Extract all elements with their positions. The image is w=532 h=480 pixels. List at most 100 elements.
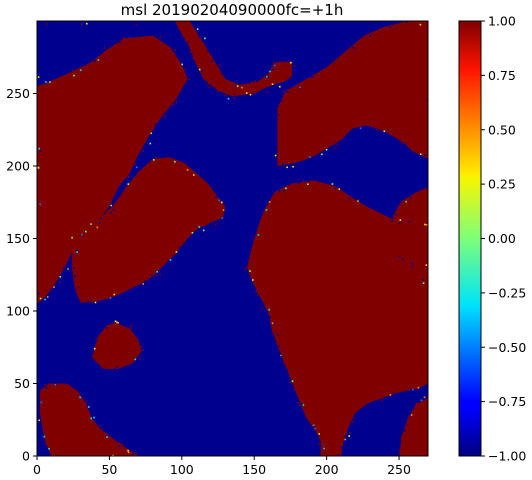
speckle-403 [405,200,407,203]
speckle-286 [261,213,264,215]
speckle-17 [207,86,209,88]
speckle-327 [381,397,384,400]
speckle-178 [215,223,217,226]
speckle-266 [341,137,343,140]
speckle-260 [387,129,389,132]
speckle-496 [410,414,413,416]
speckle-315 [430,324,432,326]
speckle-371 [271,331,274,333]
speckle-106 [154,123,157,126]
speckle-81 [107,49,109,52]
speckle-316 [430,265,432,267]
speckle-428 [93,416,95,419]
speckle-330 [357,408,360,411]
speckle-307 [399,219,402,221]
speckle-70 [37,167,40,169]
speckle-159 [174,160,176,163]
speckle-138 [39,297,42,300]
speckle-478 [121,369,123,371]
speckle-406 [395,214,398,216]
speckle-500 [405,425,408,427]
speckle-210 [76,292,79,294]
speckle-262 [355,130,358,132]
speckle-202 [109,297,112,299]
speckle-400 [424,186,426,189]
speckle-41 [275,61,278,63]
speckle-235 [354,47,357,50]
speckle-368 [279,351,281,354]
speckle-108 [144,144,146,147]
speckle-79 [84,63,86,66]
speckle-13 [201,70,204,72]
chart-title: msl 20190204090000fc=+1h [121,1,344,19]
speckle-205 [94,301,97,304]
speckle-280 [251,255,253,257]
speckle-310 [402,221,404,223]
region-4 [247,180,428,456]
colorbar-tick-label-6: −0.50 [488,340,526,355]
speckle-292 [297,181,300,184]
speckle-394 [422,279,424,281]
speckle-92 [163,42,166,44]
speckle-269 [336,143,339,146]
speckle-443 [132,453,134,455]
speckle-309 [408,221,410,223]
x-tick-label-100: 100 [170,462,194,477]
speckle-451 [42,438,44,440]
speckle-25 [268,85,271,87]
speckle-339 [344,438,346,441]
speckle-226 [286,91,289,93]
speckle-15 [207,82,210,85]
speckle-116 [120,183,123,185]
speckle-196 [147,279,150,281]
speckle-158 [155,157,157,159]
speckle-212 [77,286,79,289]
speckle-438 [121,443,124,445]
speckle-12 [198,68,201,71]
speckle-134 [59,276,62,278]
speckle-293 [307,183,309,185]
speckle-121 [100,217,102,219]
speckle-477 [124,366,126,369]
speckle-189 [174,253,176,256]
speckle-223 [276,107,278,109]
speckle-96 [188,78,191,81]
speckle-49 [235,84,238,87]
speckle-356 [302,404,305,406]
speckle-433 [106,436,108,439]
speckle-383 [251,280,253,282]
speckle-65 [80,23,83,25]
speckle-487 [420,459,422,461]
speckle-344 [337,454,340,456]
speckle-305 [372,206,374,208]
y-tick-label-50: 50 [14,376,30,391]
speckle-27 [279,85,281,88]
speckle-256 [394,140,397,143]
speckle-300 [366,208,368,210]
speckle-407 [398,204,400,207]
speckle-77 [49,81,51,83]
speckle-349 [318,433,320,435]
speckle-162 [193,174,195,176]
speckle-372 [271,322,274,324]
region-8 [399,398,428,456]
speckle-169 [215,189,217,191]
speckle-175 [222,209,225,211]
speckle-469 [131,331,133,334]
speckle-278 [286,166,288,169]
speckle-59 [201,40,204,42]
speckle-303 [378,212,380,215]
speckle-244 [419,23,422,26]
speckle-284 [254,233,257,235]
speckle-373 [273,322,276,324]
speckle-463 [116,321,118,324]
speckle-156 [153,159,155,161]
speckle-440 [127,449,129,452]
region-5 [391,187,428,285]
speckle-342 [327,453,329,455]
speckle-498 [403,429,406,432]
speckle-171 [221,201,223,204]
speckle-88 [123,36,125,39]
region-2 [71,157,226,303]
speckle-326 [391,393,393,395]
